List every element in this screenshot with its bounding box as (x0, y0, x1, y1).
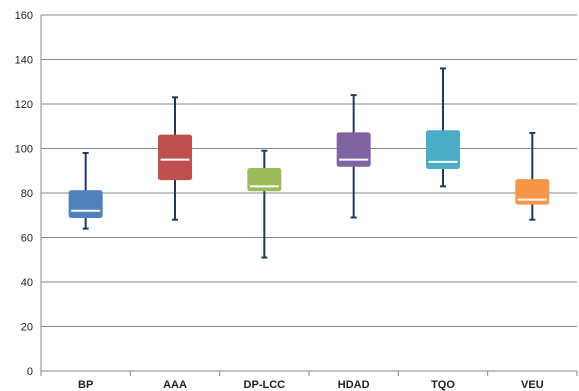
grid-layer (41, 14, 577, 372)
y-tick-label: 100 (15, 144, 33, 156)
box-series (68, 67, 550, 259)
box-bp (68, 151, 103, 230)
x-category-label: HDAD (338, 379, 370, 391)
y-tick-label: 0 (27, 366, 33, 378)
iqr-box (158, 134, 192, 181)
iqr-box (426, 130, 460, 170)
box-aaa (158, 96, 192, 221)
y-axis-tick-labels: 0 20 40 60 80 100 120 140 160 (15, 10, 33, 378)
box-tqo (426, 67, 460, 188)
x-category-label: VEU (521, 379, 544, 391)
x-category-label: DP-LCC (244, 379, 286, 391)
y-tick-label: 60 (21, 233, 33, 245)
iqr-box (515, 179, 550, 205)
box-dp-lcc (247, 149, 282, 259)
x-axis (40, 15, 578, 376)
iqr-box (336, 132, 371, 167)
y-tick-label: 80 (21, 188, 33, 200)
y-tick-label: 160 (15, 10, 33, 22)
x-category-label: AAA (163, 379, 187, 391)
box-veu (515, 131, 550, 221)
y-tick-label: 120 (15, 99, 33, 111)
x-category-label: TQO (431, 379, 455, 391)
x-axis-category-labels: BP AAA DP-LCC HDAD TQO VEU (78, 379, 544, 391)
iqr-box (68, 190, 103, 218)
y-tick-label: 40 (21, 277, 33, 289)
iqr-box (247, 168, 282, 192)
x-category-label: BP (78, 379, 93, 391)
box-hdad (336, 94, 371, 219)
y-tick-label: 140 (15, 55, 33, 67)
y-tick-label: 20 (21, 322, 33, 334)
